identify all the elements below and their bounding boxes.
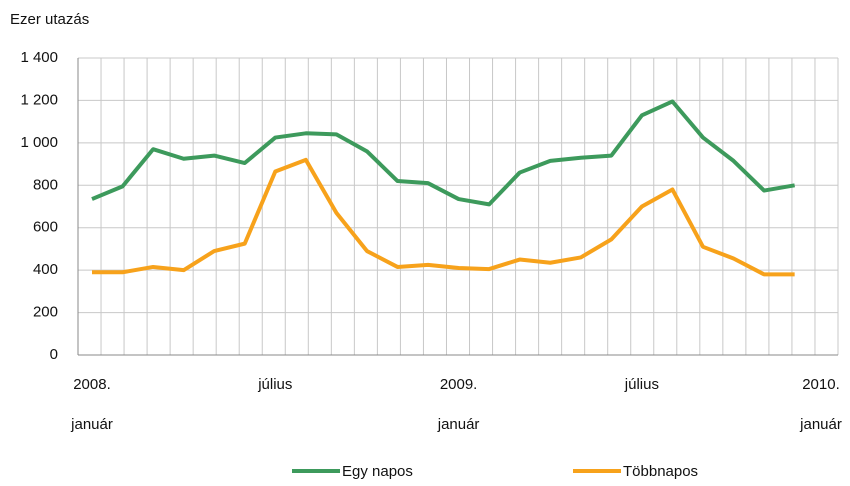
y-tick-label: 1 400 (20, 49, 58, 66)
x-tick-label: 2008. január (71, 376, 113, 433)
y-tick-label: 0 (50, 346, 58, 363)
legend-label: Egy napos (342, 463, 413, 480)
y-tick-label: 800 (33, 176, 58, 193)
x-tick-label: 2009. január (437, 376, 480, 433)
legend-label: Többnapos (623, 463, 698, 480)
x-tick-label: július (624, 376, 659, 393)
y-tick-label: 200 (33, 304, 58, 321)
y-tick-label: 1 000 (20, 134, 58, 151)
y-tick-label: 600 (33, 219, 58, 236)
x-tick-label: 2010. január (800, 376, 842, 433)
line-series (91, 99, 795, 207)
x-tick-label: július (258, 376, 293, 393)
y-tick-label: 1 200 (20, 91, 58, 108)
y-axis-label: Ezer utazás (10, 11, 89, 28)
y-tick-label: 400 (33, 261, 58, 278)
line-series (92, 157, 795, 277)
